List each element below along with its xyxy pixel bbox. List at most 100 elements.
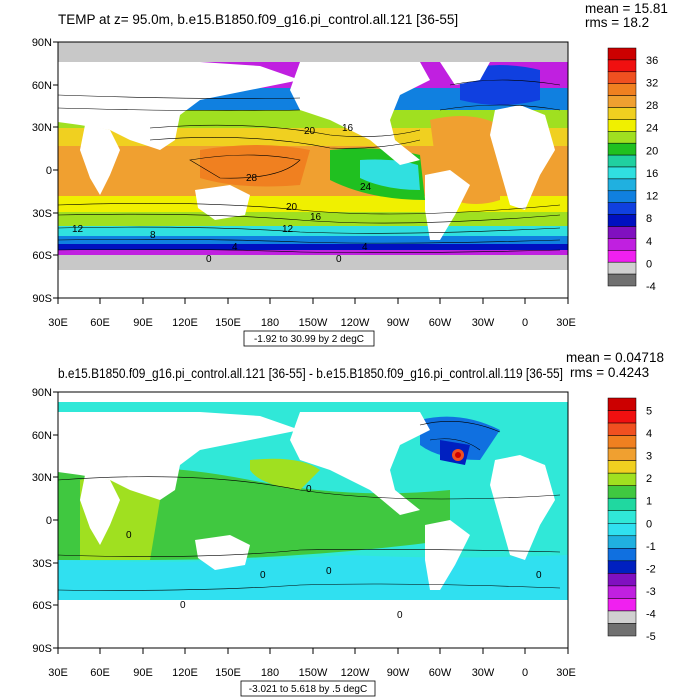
panel2-contour-labels: 0 0 0 0 0 0 0: [126, 484, 542, 621]
lon-tick-label: 60E: [90, 317, 110, 329]
lon-tick-label: 60E: [90, 667, 110, 679]
lat-tick-label: 0: [46, 165, 52, 177]
panel2-mean: mean = 0.04718: [566, 350, 664, 365]
panel2-lon-axis: 30E 60E 90E 120E 150E 180 150W 120W 90W …: [48, 667, 576, 679]
lat-tick-label: 60N: [32, 430, 52, 442]
lon-tick-label: 30W: [472, 667, 495, 679]
contour-label: 20: [304, 126, 316, 137]
panel2-colorbar-cell: [607, 610, 637, 624]
panel1-contour-info-box: [243, 330, 375, 347]
lon-tick-label: 90W: [387, 667, 410, 679]
panel1-colorbar-cell: [607, 83, 637, 96]
lat-tick-label: 60N: [32, 80, 52, 92]
panel1-colorbar-cell: [607, 131, 637, 144]
panel2-colorbar-cell: [607, 485, 637, 499]
panel2-colorbar-cell: [607, 560, 637, 574]
panel1-colorbar-cell: [607, 47, 637, 61]
panel1-colorbar-cell: [607, 250, 637, 263]
panel2-map: [58, 392, 568, 648]
lon-tick-label: 180: [261, 317, 279, 329]
lat-tick-label: 30N: [32, 122, 52, 134]
panel1-map: [58, 42, 568, 298]
panel2-lat-axis: 90N 60N 30N 0 30S 60S 90S: [32, 387, 52, 655]
lon-tick-label: 150W: [299, 667, 328, 679]
contour-label: 4: [232, 242, 238, 253]
lon-tick-label: 120E: [172, 317, 198, 329]
panel2-colorbar-cell: [607, 523, 637, 537]
lat-tick-label: 30N: [32, 472, 52, 484]
panel1-colorbar: [607, 47, 637, 287]
panel1-colorbar-label: 36: [646, 55, 658, 67]
lon-tick-label: 180: [261, 667, 279, 679]
contour-label: 0: [260, 570, 266, 581]
contour-label: 0: [206, 254, 212, 265]
panel1-ticks: [53, 41, 569, 304]
lat-tick-label: 90S: [32, 643, 52, 655]
panel2-colorbar-cell: [607, 585, 637, 599]
panel1-colorbar-cell: [607, 238, 637, 251]
contour-label: 0: [336, 254, 342, 265]
lat-tick-label: 30S: [32, 208, 52, 220]
contour-label: 24: [360, 182, 372, 193]
panel1-colorbar-cell: [607, 261, 637, 275]
contour-label: 12: [72, 224, 84, 235]
contour-label: 0: [126, 530, 132, 541]
lon-tick-label: 120E: [172, 667, 198, 679]
lon-tick-label: 30E: [48, 317, 68, 329]
panel2-colorbar-cell: [607, 472, 637, 486]
panel2-colorbar-label: -4: [646, 608, 656, 620]
panel1-colorbar-cell: [607, 59, 637, 73]
panel2-colorbar-label: 5: [646, 406, 652, 418]
panel1-colorbar-cell: [607, 119, 637, 132]
panel1-colorbar-cell: [607, 273, 637, 287]
panel1-lat-axis: 90N 60N 30N 0 30S 60S 90S: [32, 37, 52, 305]
contour-label: 12: [282, 224, 294, 235]
contour-label: 16: [342, 123, 354, 134]
panel1-colorbar-label: 0: [646, 258, 652, 270]
panel1-contour-info: -1.92 to 30.99 by 2 degC: [254, 334, 364, 345]
contour-label: 20: [286, 202, 298, 213]
lon-tick-label: 30E: [48, 667, 68, 679]
lat-tick-label: 0: [46, 515, 52, 527]
panel2-colorbar-label: -2: [646, 563, 656, 575]
panel2-colorbar-cell: [607, 447, 637, 461]
panel2-colorbar-label: -1: [646, 541, 656, 553]
panel2-colorbar-cell: [607, 422, 637, 436]
panel1-colorbar-label: 32: [646, 78, 658, 90]
lat-tick-label: 60S: [32, 250, 52, 262]
panel2-colorbar-cell: [607, 623, 637, 637]
contour-label: 0: [180, 600, 186, 611]
panel1-lon-axis: 30E 60E 90E 120E 150E 180 150W 120W 90W …: [48, 317, 576, 329]
panel1-rms: rms = 18.2: [585, 15, 649, 30]
contour-label: 28: [246, 173, 258, 184]
panel2-contour-info: -3.021 to 5.618 by .5 degC: [249, 684, 367, 695]
panel1-colorbar-cell: [607, 142, 637, 156]
panel1-colorbar-cell: [607, 95, 637, 108]
panel1-colorbar-cell: [607, 154, 637, 168]
lon-tick-label: 90W: [387, 317, 410, 329]
lon-tick-label: 60W: [429, 667, 452, 679]
contour-label: 0: [536, 570, 542, 581]
panel1-colorbar-label: 24: [646, 123, 658, 135]
panel1-mean: mean = 15.81: [585, 1, 668, 16]
lat-tick-label: 30S: [32, 558, 52, 570]
panel-difference: b.e15.B1850.f09_g16.pi_control.all.121 […: [32, 350, 664, 697]
contour-label: 4: [362, 242, 368, 253]
panel1-colorbar-labels: 36 32 28 24 20 16 12 8 4 0 -4: [646, 55, 658, 293]
panel2-colorbar-cell: [607, 535, 637, 549]
panel2-colorbar-label: 4: [646, 428, 652, 440]
lon-tick-label: 120W: [341, 317, 370, 329]
contour-label: 0: [326, 566, 332, 577]
panel1-colorbar-label: 8: [646, 213, 652, 225]
contour-label: 0: [397, 610, 403, 621]
lat-tick-label: 60S: [32, 600, 52, 612]
panel2-colorbar-cell: [607, 435, 637, 449]
panel2-colorbar-label: 0: [646, 518, 652, 530]
panel2-colorbar-label: -5: [646, 631, 656, 643]
lat-tick-label: 90N: [32, 37, 52, 49]
lon-tick-label: 150E: [215, 667, 241, 679]
lon-tick-label: 150W: [299, 317, 328, 329]
panel1-colorbar-cell: [607, 214, 637, 227]
panel1-colorbar-label: 28: [646, 100, 658, 112]
